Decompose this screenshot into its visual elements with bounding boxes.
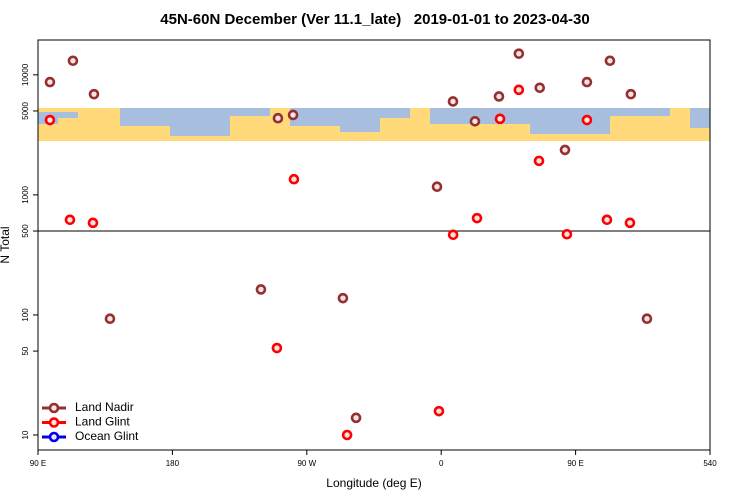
chart-title: 45N-60N December (Ver 11.1_late) 2019-01… xyxy=(160,11,589,28)
point xyxy=(559,144,571,156)
point xyxy=(337,292,349,304)
point xyxy=(447,96,459,107)
point xyxy=(513,84,525,96)
legend-label: Land Nadir xyxy=(75,400,134,414)
point xyxy=(533,155,545,167)
y-tick-label: 5000 xyxy=(21,102,30,120)
point xyxy=(469,116,481,127)
point xyxy=(271,342,283,354)
legend-marker xyxy=(48,402,60,414)
point xyxy=(88,88,100,100)
point xyxy=(104,313,116,325)
x-tick-label: 540 xyxy=(703,459,717,468)
point xyxy=(288,173,300,185)
point xyxy=(87,217,99,229)
point xyxy=(513,48,525,59)
point xyxy=(67,55,79,67)
point xyxy=(44,114,56,126)
point xyxy=(64,214,76,226)
point xyxy=(624,217,636,229)
point xyxy=(341,429,353,441)
x-tick-label: 90 W xyxy=(297,459,316,468)
point xyxy=(433,405,445,417)
point xyxy=(350,412,362,424)
map-ocean xyxy=(38,108,710,136)
legend-marker xyxy=(48,431,60,443)
point xyxy=(493,91,505,102)
point xyxy=(561,228,573,240)
x-tick-label: 90 E xyxy=(30,459,46,468)
y-tick-label: 100 xyxy=(21,308,30,322)
x-tick-label: 180 xyxy=(166,459,180,468)
x-tick-label: 90 E xyxy=(567,459,583,468)
point xyxy=(431,181,443,192)
point xyxy=(581,114,593,126)
y-tick-label: 10000 xyxy=(21,63,30,86)
point xyxy=(44,76,56,88)
x-tick-label: 0 xyxy=(439,459,444,468)
point xyxy=(534,82,546,94)
y-tick-label: 50 xyxy=(21,346,30,355)
point xyxy=(625,88,637,100)
point xyxy=(255,284,267,295)
point xyxy=(581,76,593,88)
y-tick-label: 500 xyxy=(21,224,30,238)
plot-frame xyxy=(37,39,711,451)
legend-marker xyxy=(48,417,60,428)
x-axis-label: Longitude (deg E) xyxy=(326,476,421,490)
point xyxy=(272,112,284,124)
point xyxy=(604,55,616,67)
legend-label: Ocean Glint xyxy=(75,429,139,443)
point xyxy=(287,109,299,121)
point xyxy=(447,229,459,241)
point xyxy=(494,113,506,125)
point xyxy=(641,313,653,325)
legend-label: Land Glint xyxy=(75,415,130,429)
y-tick-label: 10 xyxy=(21,430,30,439)
y-tick-label: 1000 xyxy=(21,185,30,203)
y-axis-label: N Total xyxy=(0,226,12,263)
point xyxy=(471,212,483,224)
point xyxy=(601,214,613,226)
